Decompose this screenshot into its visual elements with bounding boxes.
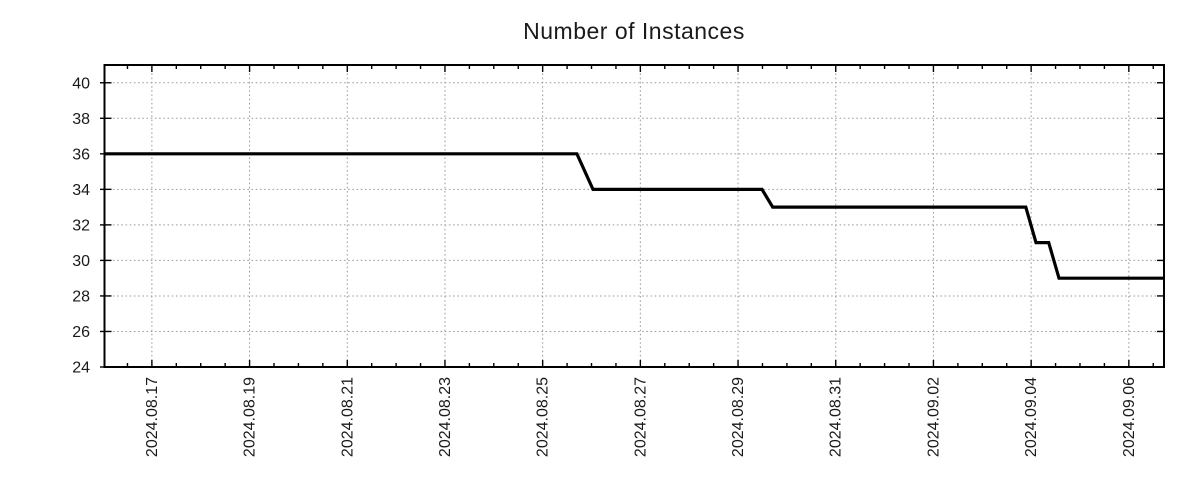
y-axis-tick-label: 26 — [72, 324, 90, 341]
x-axis-tick-label: 2024.08.31 — [828, 377, 845, 457]
x-axis-tick-label: 2024.09.02 — [925, 377, 942, 457]
x-axis-tick-label: 2024.08.27 — [632, 377, 649, 457]
y-axis-tick-label: 40 — [72, 75, 90, 92]
y-axis-tick-label: 32 — [72, 217, 90, 234]
x-axis-tick-label: 2024.08.29 — [730, 377, 747, 457]
y-axis-tick-label: 34 — [72, 182, 90, 199]
x-axis-tick-label: 2024.08.17 — [144, 377, 161, 457]
x-axis-tick-label: 2024.08.21 — [339, 377, 356, 457]
series-line — [104, 152, 1164, 280]
y-axis-tick-label: 30 — [72, 253, 90, 270]
x-axis-tick-label: 2024.08.25 — [535, 377, 552, 457]
plot-border — [103, 64, 1165, 368]
y-axis-tick-label: 36 — [72, 146, 90, 163]
y-axis-tick-label: 24 — [72, 360, 90, 377]
y-axis-tick-label: 28 — [72, 288, 90, 305]
y-axis-tick-label: 38 — [72, 111, 90, 128]
x-axis-tick-label: 2024.08.19 — [242, 377, 259, 457]
x-axis-tick-label: 2024.09.06 — [1121, 377, 1138, 457]
x-axis-tick-label: 2024.09.04 — [1023, 377, 1040, 457]
chart-title: Number of Instances — [523, 18, 745, 44]
x-axis-tick-label: 2024.08.23 — [437, 377, 454, 457]
